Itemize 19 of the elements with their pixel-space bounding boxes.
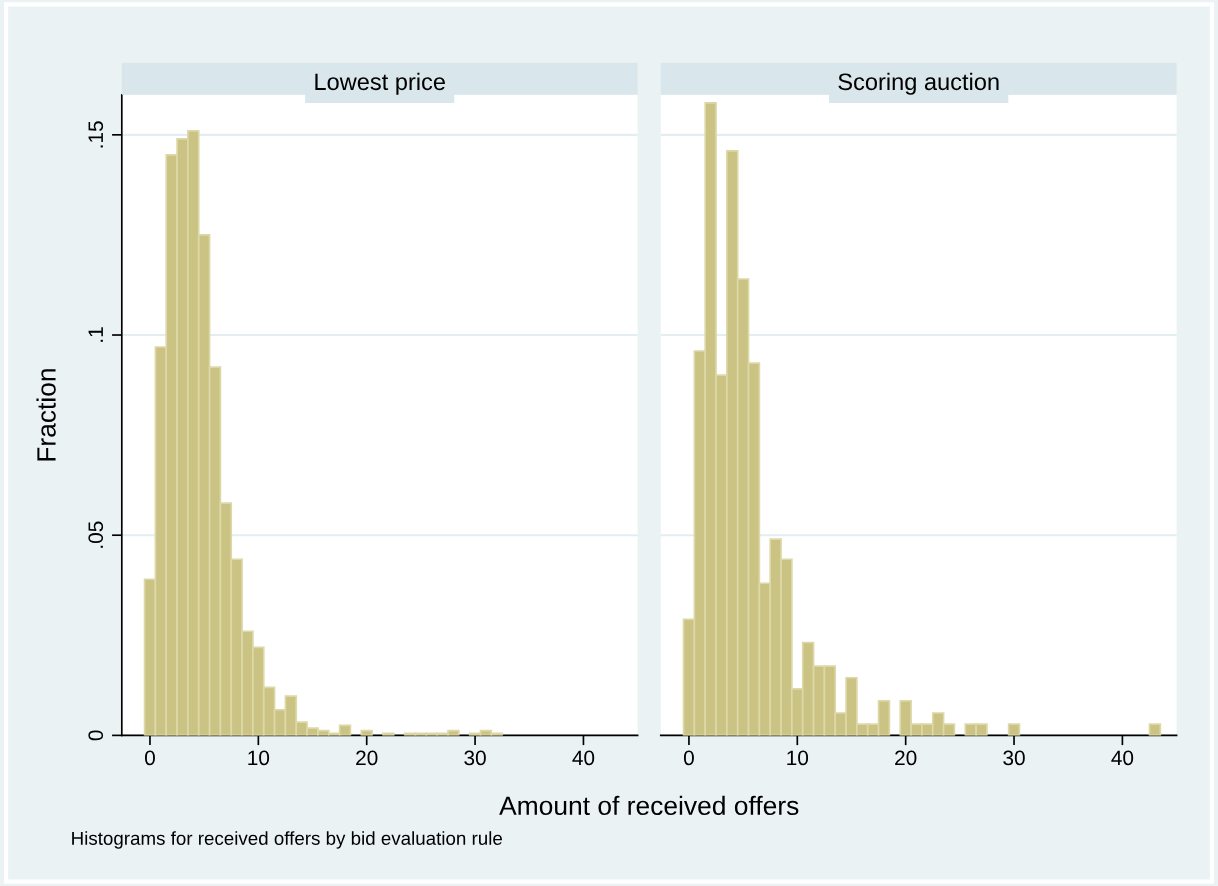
x-tick-label: 20 [895, 750, 917, 766]
x-tick-label: 40 [1111, 750, 1134, 766]
x-tick-label: 10 [248, 750, 270, 766]
x-tick-label: 30 [464, 750, 486, 766]
x-tick-label: 0 [683, 750, 694, 766]
y-tick-label: .05 [88, 521, 104, 548]
x-tick-label: 30 [1003, 750, 1025, 766]
y-tick-label: .15 [88, 121, 104, 148]
x-tick-label: 20 [356, 750, 378, 766]
x-tick-label: 10 [787, 750, 809, 766]
text: Histograms for received offers by bid evaluation rule [72, 831, 502, 849]
y-tick-label: 0 [88, 730, 104, 741]
chart-title: Scoring auction [838, 72, 999, 95]
y-axis-title: Fraction [36, 369, 56, 461]
y-tick-label: .1 [88, 327, 103, 342]
x-tick-label: 0 [145, 750, 155, 766]
x-tick-label: 40 [572, 750, 595, 766]
chart-title: Lowest price [315, 72, 445, 95]
x-axis-title: Amount of received offers [499, 795, 799, 816]
